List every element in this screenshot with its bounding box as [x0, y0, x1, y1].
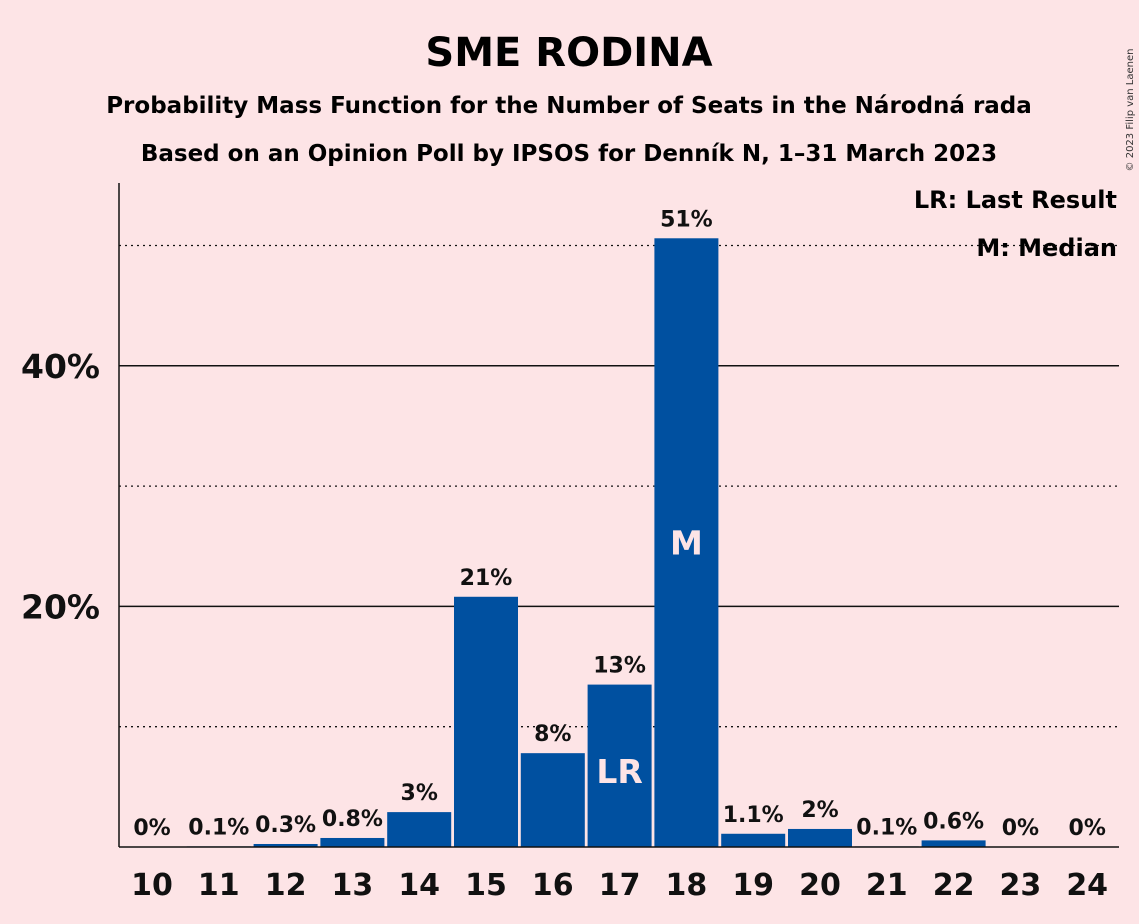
- legend-median: M: Median: [976, 234, 1117, 262]
- bar-14: [387, 812, 452, 847]
- x-tick-label-22: 22: [933, 868, 975, 903]
- data-label-22: 0.6%: [923, 809, 984, 834]
- bar-15: [454, 596, 518, 847]
- x-tick-label-20: 20: [799, 868, 841, 903]
- chart-subtitle-2: Based on an Opinion Poll by IPSOS for De…: [141, 141, 997, 167]
- x-tick-label-23: 23: [1000, 868, 1042, 903]
- bar-22: [921, 840, 986, 847]
- data-label-15: 21%: [460, 566, 513, 591]
- x-tick-label-21: 21: [866, 868, 908, 903]
- x-tick-label-11: 11: [198, 868, 240, 903]
- bar-18: [654, 238, 719, 848]
- chart-title: SME RODINA: [425, 30, 712, 76]
- x-tick-label-24: 24: [1066, 868, 1108, 903]
- data-label-24: 0%: [1069, 816, 1106, 841]
- data-label-10: 0%: [133, 816, 170, 841]
- x-tick-label-14: 14: [398, 868, 440, 903]
- x-tick-label-10: 10: [131, 868, 173, 903]
- x-tick-label-18: 18: [666, 868, 708, 903]
- axes: 20% 40% 10 11 12 13 14 15 16 17 18 19 20 21 22 23 24: [21, 183, 1119, 903]
- data-label-14: 3%: [401, 781, 438, 806]
- bar-marker-m: M: [670, 524, 703, 563]
- bar-13: [320, 837, 385, 847]
- x-tick-label-15: 15: [465, 868, 507, 903]
- bars: [186, 238, 986, 848]
- x-tick-label-13: 13: [332, 868, 374, 903]
- bar-12: [253, 843, 318, 847]
- data-label-16: 8%: [534, 722, 571, 747]
- data-label-20: 2%: [801, 798, 838, 823]
- bar-marker-lr: LR: [596, 752, 642, 791]
- y-tick-label: 20%: [21, 587, 100, 626]
- bar-16: [520, 753, 585, 847]
- data-label-12: 0.3%: [255, 813, 316, 838]
- copyright-notice: © 2023 Filip van Laenen: [1125, 49, 1136, 172]
- y-tick-label: 40%: [21, 347, 100, 386]
- bar-20: [788, 828, 852, 847]
- data-label-23: 0%: [1002, 816, 1039, 841]
- chart-subtitle-1: Probability Mass Function for the Number…: [106, 93, 1032, 119]
- x-tick-label-12: 12: [265, 868, 307, 903]
- data-label-18: 51%: [660, 207, 713, 232]
- data-label-17: 13%: [593, 654, 646, 679]
- bar-19: [721, 833, 786, 847]
- x-tick-label-17: 17: [599, 868, 641, 903]
- data-label-13: 0.8%: [322, 807, 383, 832]
- legend-last-result: LR: Last Result: [914, 186, 1117, 214]
- bar-17: [587, 684, 652, 847]
- data-label-11: 0.1%: [188, 815, 249, 840]
- data-label-19: 1.1%: [723, 803, 784, 828]
- data-label-21: 0.1%: [856, 815, 917, 840]
- x-tick-label-19: 19: [732, 868, 774, 903]
- x-tick-label-16: 16: [532, 868, 574, 903]
